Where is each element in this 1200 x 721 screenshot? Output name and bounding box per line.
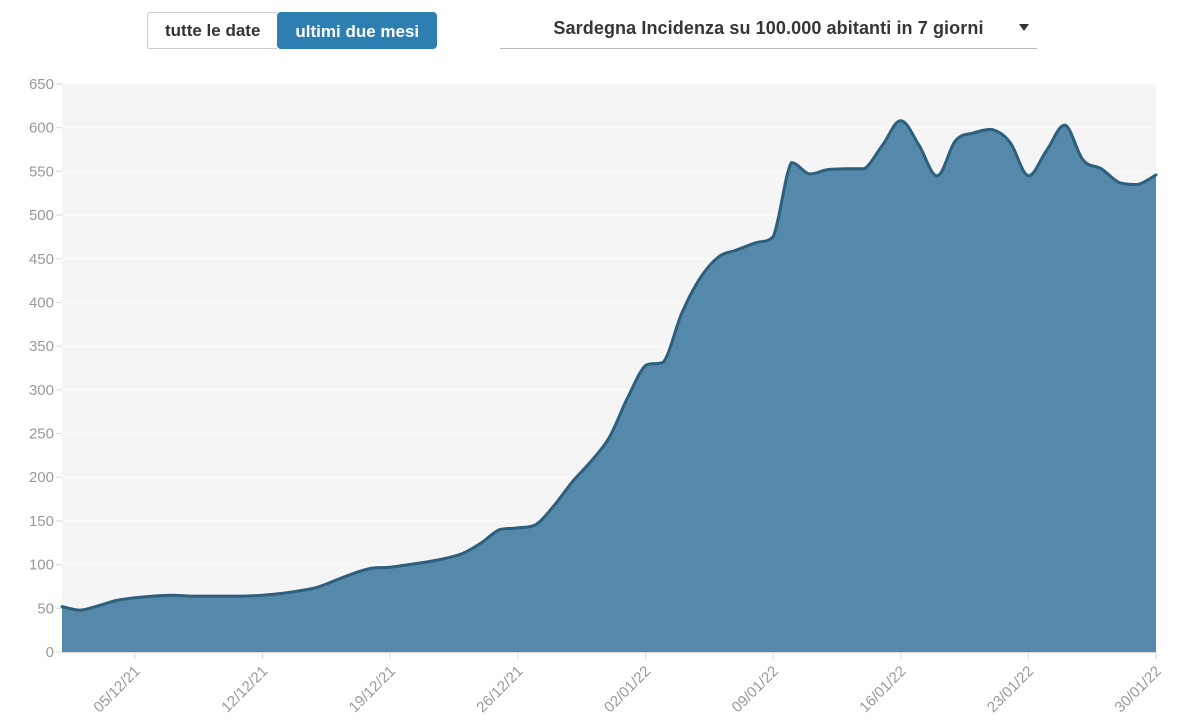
x-tick-label: 12/12/21 [218, 663, 271, 716]
y-axis-labels: 0 50 100 150 200 250 300 350 400 450 500 550 600 650 [29, 76, 54, 661]
x-axis-ticks [134, 652, 1157, 659]
y-tick-label: 550 [29, 163, 54, 180]
x-tick-label: 30/01/22 [1112, 663, 1165, 716]
y-tick-label: 400 [29, 294, 54, 311]
x-tick-label: 02/01/22 [601, 663, 654, 716]
y-tick-label: 0 [46, 644, 54, 661]
date-range-toggle: tutte le date ultimi due mesi [147, 12, 438, 49]
last-two-months-button[interactable]: ultimi due mesi [277, 12, 438, 49]
x-tick-label: 16/01/22 [856, 663, 909, 716]
all-dates-button[interactable]: tutte le date [147, 12, 278, 49]
chart-title: Sardegna Incidenza su 100.000 abitanti i… [553, 17, 984, 38]
x-tick-label: 05/12/21 [90, 663, 143, 716]
area-series[interactable] [62, 120, 1156, 652]
x-tick-label: 09/01/22 [729, 663, 782, 716]
y-tick-label: 50 [37, 600, 54, 617]
y-tick-label: 350 [29, 338, 54, 355]
region-metric-dropdown[interactable]: Sardegna Incidenza su 100.000 abitanti i… [500, 8, 1037, 49]
y-tick-label: 650 [29, 76, 54, 93]
y-tick-label: 600 [29, 120, 54, 137]
y-tick-label: 150 [29, 513, 54, 530]
x-tick-label: 23/01/22 [984, 663, 1037, 716]
y-tick-label: 200 [29, 469, 54, 486]
y-tick-label: 100 [29, 557, 54, 574]
x-tick-label: 19/12/21 [346, 663, 399, 716]
y-tick-label: 250 [29, 426, 54, 443]
x-axis-labels: 05/12/21 12/12/21 19/12/21 26/12/21 02/01/22… [90, 663, 1164, 716]
chevron-down-icon [1019, 24, 1029, 31]
y-tick-label: 300 [29, 382, 54, 399]
series-line [60, 119, 1158, 612]
y-tick-label: 450 [29, 251, 54, 268]
x-tick-label: 26/12/21 [473, 663, 526, 716]
y-tick-label: 500 [29, 207, 54, 224]
